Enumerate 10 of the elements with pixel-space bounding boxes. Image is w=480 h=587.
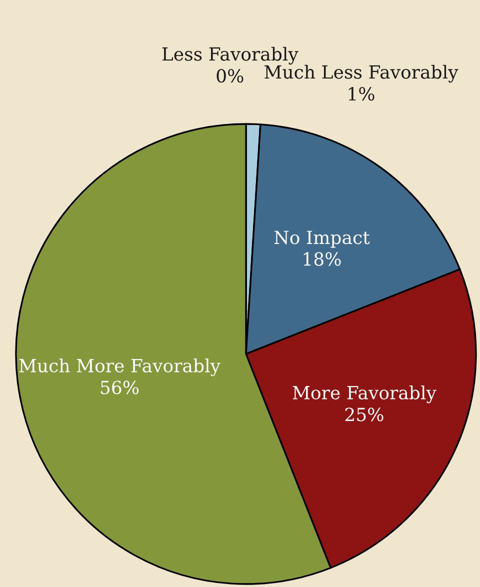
- data-label: 1%: [348, 87, 374, 101]
- slice-label: No Impact: [274, 230, 370, 248]
- slice-label: Much More Favorably: [19, 358, 220, 376]
- data-label: 18%: [304, 252, 341, 266]
- category-label: Less Favorably: [162, 46, 298, 65]
- text: 0%: [216, 69, 244, 83]
- data-label: 25%: [345, 408, 384, 422]
- slice-label: Much Less Favorably: [264, 64, 458, 83]
- data-label: 56%: [100, 380, 139, 394]
- slice-label: More Favorably: [292, 385, 436, 404]
